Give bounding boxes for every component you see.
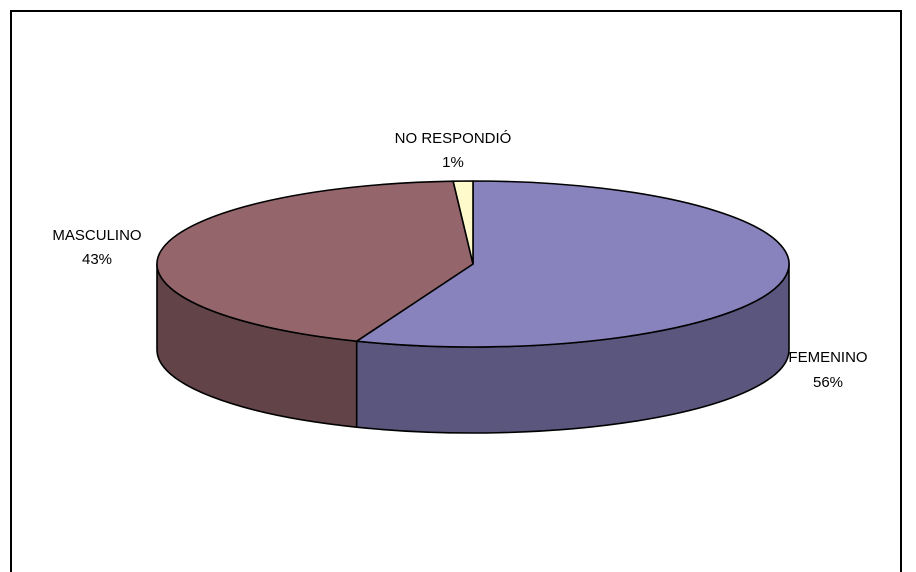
- label-no-respondio: NO RESPONDIÓ 1%: [395, 130, 512, 171]
- label-femenino-name: FEMENINO: [788, 349, 867, 366]
- label-femenino: FEMENINO 56%: [788, 349, 867, 391]
- label-no-respondio-value: 1%: [442, 154, 464, 171]
- label-masculino-name: MASCULINO: [52, 227, 141, 244]
- label-no-respondio-name: NO RESPONDIÓ: [395, 130, 512, 147]
- label-masculino: MASCULINO 43%: [52, 227, 141, 268]
- label-femenino-value: 56%: [813, 374, 843, 391]
- slice-no-respondio: [452, 180, 474, 265]
- slice-femenino: [355, 180, 790, 348]
- pie-tops: [156, 180, 790, 348]
- label-masculino-value: 43%: [82, 251, 112, 268]
- slice-masculino: [156, 180, 474, 342]
